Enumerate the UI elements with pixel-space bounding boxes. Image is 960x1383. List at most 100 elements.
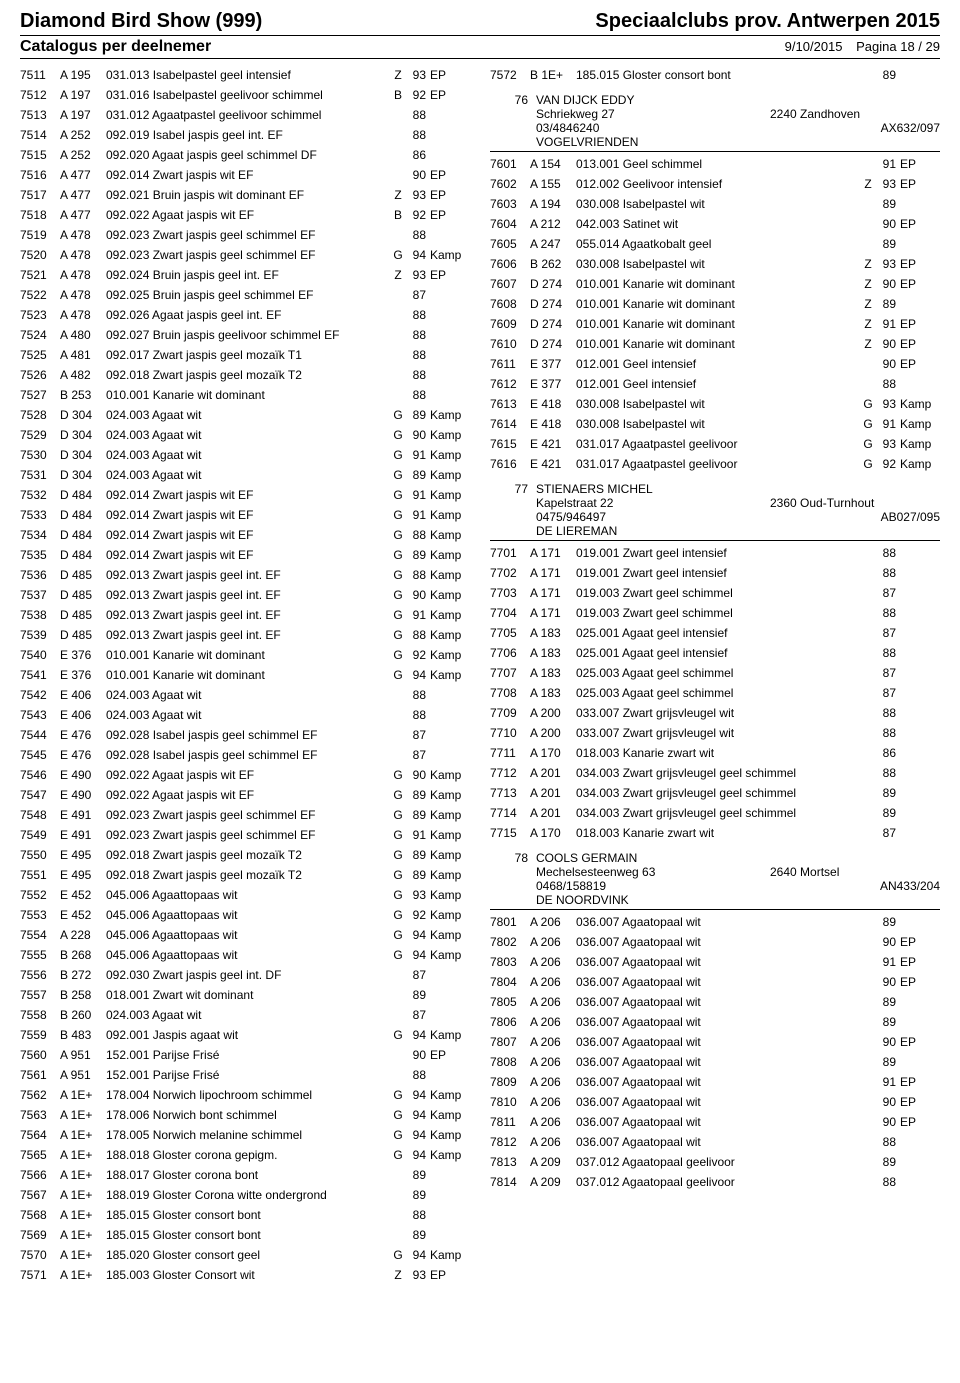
entry-row: 7557B 258018.001 Zwart wit dominant89 (20, 985, 470, 1005)
entry-score: 90 (876, 1092, 900, 1112)
entry-letter (860, 683, 876, 703)
entry-letter: Z (390, 65, 406, 85)
entry-letter: G (390, 625, 406, 645)
exhibitor-city: 2240 Zandhoven (770, 107, 940, 121)
entry-award (430, 305, 470, 325)
entry-row: 7539D 485092.013 Zwart jaspis geel int. … (20, 625, 470, 645)
entry-letter: G (390, 845, 406, 865)
entry-score: 89 (876, 294, 900, 314)
entry-letter (860, 783, 876, 803)
entry-desc: 092.022 Agaat jaspis wit EF (106, 765, 390, 785)
exhibitor-name: VAN DIJCK EDDY (536, 93, 940, 107)
entry-id: 7802 (490, 932, 530, 952)
entry-row: 7704A 171019.003 Zwart geel schimmel88 (490, 603, 940, 623)
entry-desc: 010.001 Kanarie wit dominant (106, 645, 390, 665)
entry-letter (860, 803, 876, 823)
entry-ring: A 228 (60, 925, 106, 945)
entry-score: 88 (876, 1132, 900, 1152)
entry-ring: A 478 (60, 305, 106, 325)
entry-ring: A 155 (530, 174, 576, 194)
entry-score: 88 (406, 625, 430, 645)
entry-award (430, 225, 470, 245)
entry-award: EP (900, 1072, 940, 1092)
entry-id: 7613 (490, 394, 530, 414)
entry-letter (860, 1172, 876, 1192)
entry-id: 7523 (20, 305, 60, 325)
entry-score: 88 (406, 305, 430, 325)
entry-award: EP (900, 214, 940, 234)
entry-desc: 036.007 Agaatopaal wit (576, 1032, 860, 1052)
entry-desc: 045.006 Agaattopaas wit (106, 925, 390, 945)
entry-ring: A 252 (60, 125, 106, 145)
entry-row: 7535D 484092.014 Zwart jaspis wit EFG89K… (20, 545, 470, 565)
entry-ring: D 304 (60, 405, 106, 425)
entry-ring: A 206 (530, 1092, 576, 1112)
entry-award (900, 743, 940, 763)
entry-score: 94 (406, 1085, 430, 1105)
divider (490, 151, 940, 152)
entry-score: 89 (876, 1012, 900, 1032)
entry-letter: G (860, 434, 876, 454)
entry-award: EP (430, 1265, 470, 1285)
entry-desc: 092.014 Zwart jaspis wit EF (106, 525, 390, 545)
entry-score: 93 (876, 254, 900, 274)
entry-row: 7713A 201034.003 Zwart grijsvleugel geel… (490, 783, 940, 803)
entry-id: 7548 (20, 805, 60, 825)
entry-desc: 010.001 Kanarie wit dominant (106, 385, 390, 405)
entry-id: 7513 (20, 105, 60, 125)
entry-award (900, 294, 940, 314)
entry-row: 7514A 252092.019 Isabel jaspis geel int.… (20, 125, 470, 145)
entry-letter: G (390, 865, 406, 885)
entry-ring: A 1E+ (60, 1185, 106, 1205)
entry-id: 7568 (20, 1205, 60, 1225)
entry-letter (860, 234, 876, 254)
entry-letter: Z (860, 274, 876, 294)
entry-letter: G (390, 245, 406, 265)
entry-ring: D 485 (60, 625, 106, 645)
entry-id: 7529 (20, 425, 60, 445)
entry-desc: 152.001 Parijse Frisé (106, 1045, 390, 1065)
entry-desc: 092.014 Zwart jaspis wit EF (106, 165, 390, 185)
entry-award: Kamp (430, 485, 470, 505)
entry-row: 7537D 485092.013 Zwart jaspis geel int. … (20, 585, 470, 605)
entry-award: EP (900, 1112, 940, 1132)
entry-row: 7552E 452045.006 Agaattopaas witG93Kamp (20, 885, 470, 905)
entry-id: 7557 (20, 985, 60, 1005)
entry-award: EP (900, 174, 940, 194)
entry-letter: G (390, 1125, 406, 1145)
entry-desc: 092.018 Zwart jaspis geel mozaïk T2 (106, 845, 390, 865)
entry-letter (860, 374, 876, 394)
entry-row: 7533D 484092.014 Zwart jaspis wit EFG91K… (20, 505, 470, 525)
entry-ring: A 206 (530, 932, 576, 952)
entry-letter (860, 823, 876, 843)
entry-ring: E 406 (60, 705, 106, 725)
entry-row: 7606B 262030.008 Isabelpastel witZ93EP (490, 254, 940, 274)
entry-ring: E 377 (530, 354, 576, 374)
entry-ring: A 206 (530, 1132, 576, 1152)
entry-id: 7563 (20, 1105, 60, 1125)
entry-desc: 024.003 Agaat wit (106, 445, 390, 465)
entry-row: 7560A 951152.001 Parijse Frisé90EP (20, 1045, 470, 1065)
entry-ring: D 274 (530, 294, 576, 314)
entry-desc: 092.025 Bruin jaspis geel schimmel EF (106, 285, 390, 305)
entry-ring: E 406 (60, 685, 106, 705)
entry-letter: G (390, 1105, 406, 1125)
entry-letter (860, 154, 876, 174)
entry-award (900, 823, 940, 843)
entry-desc: 036.007 Agaatopaal wit (576, 972, 860, 992)
subtitle: Catalogus per deelnemer (20, 38, 211, 56)
entry-award (900, 563, 940, 583)
entry-score: 89 (406, 465, 430, 485)
entry-row: 7531D 304024.003 Agaat witG89Kamp (20, 465, 470, 485)
entry-award: Kamp (430, 1125, 470, 1145)
entry-ring: A 478 (60, 245, 106, 265)
entry-desc: 092.014 Zwart jaspis wit EF (106, 505, 390, 525)
exhibitor-address: Schriekweg 27 (536, 107, 770, 121)
entry-ring: A 1E+ (60, 1245, 106, 1265)
entry-score: 90 (876, 214, 900, 234)
entry-ring: E 418 (530, 394, 576, 414)
entry-ring: A 1E+ (60, 1085, 106, 1105)
entry-desc: 092.017 Zwart jaspis geel mozaïk T1 (106, 345, 390, 365)
entry-score: 94 (406, 1025, 430, 1045)
entry-id: 7606 (490, 254, 530, 274)
